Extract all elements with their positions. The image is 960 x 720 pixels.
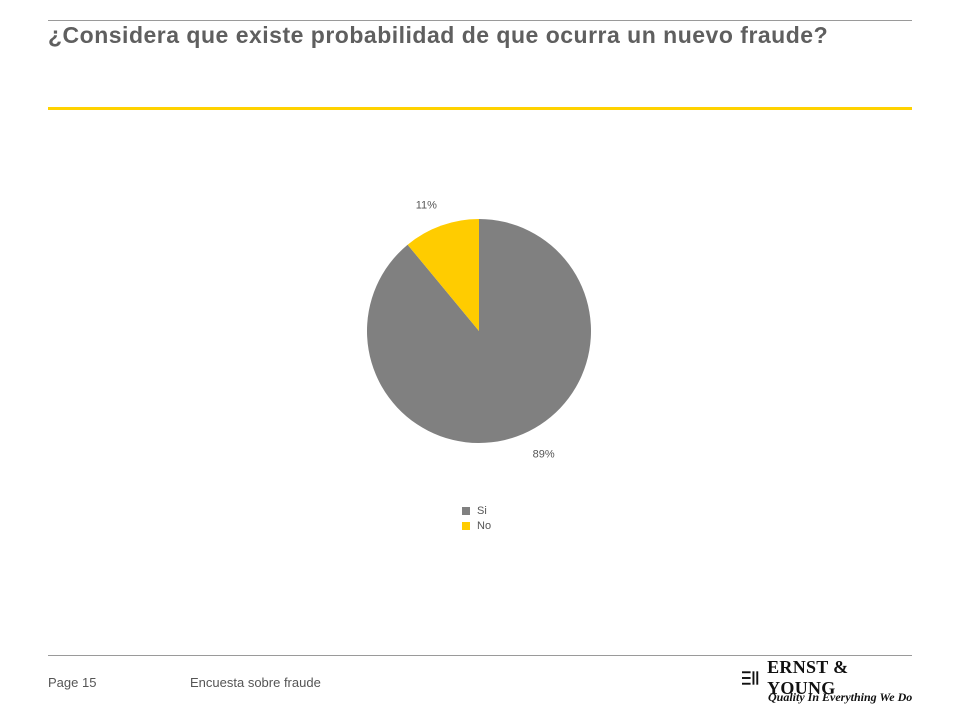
title-underline — [48, 107, 912, 110]
chart-legend: Si No — [462, 503, 491, 533]
legend-item-no: No — [462, 518, 491, 533]
footer-divider — [48, 655, 912, 656]
top-divider — [48, 20, 912, 21]
legend-label-si: Si — [477, 504, 487, 517]
legend-item-si: Si — [462, 503, 491, 518]
logo-mark-icon — [742, 671, 759, 685]
legend-swatch-no — [462, 521, 470, 530]
data-label-no: 11% — [416, 199, 437, 211]
data-label-si: 89% — [533, 449, 555, 461]
pie-slice-no — [407, 219, 479, 331]
legend-label-no: No — [477, 519, 492, 532]
logo-tagline: Quality In Everything We Do — [768, 690, 913, 704]
legend-swatch-si — [462, 506, 470, 515]
page-title: ¿Considera que existe probabilidad de qu… — [48, 22, 829, 48]
logo-name: ERNST & YOUNG — [767, 657, 849, 698]
page-number: Page 15 — [48, 675, 97, 690]
document-title: Encuesta sobre fraude — [190, 675, 321, 690]
company-logo: ERNST & YOUNG Quality In Everything We D… — [742, 657, 914, 710]
